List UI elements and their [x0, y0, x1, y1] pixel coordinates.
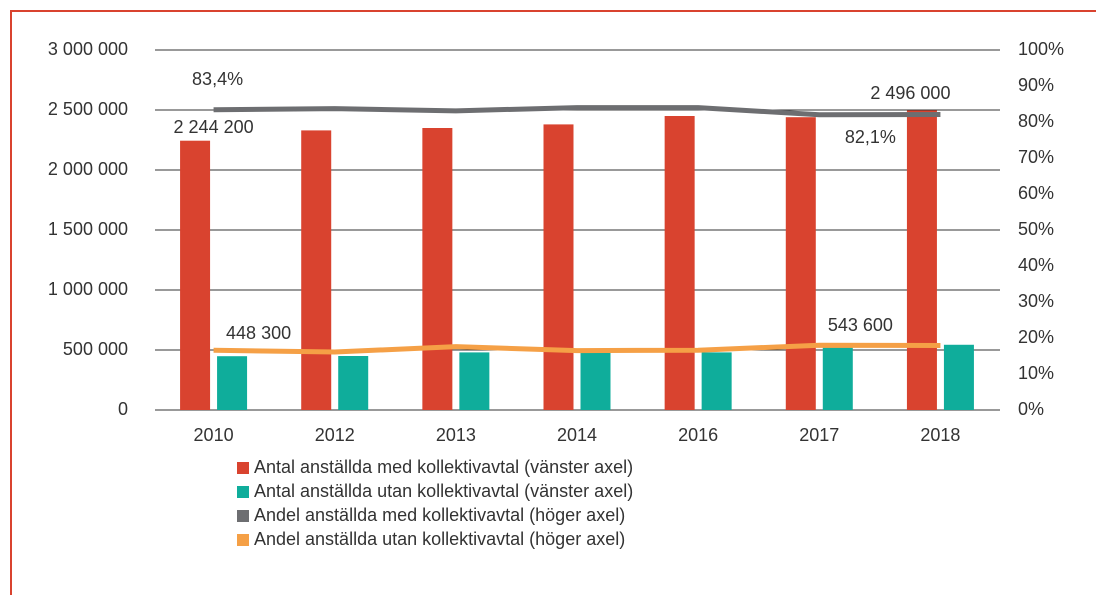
x-tick-label: 2018 [920, 425, 960, 445]
bar [664, 116, 695, 410]
line-series [213, 342, 941, 355]
x-tick-label: 2013 [436, 425, 476, 445]
legend-label: Antal anställda utan kollektivavtal (vän… [254, 481, 633, 501]
y-tick-label: 3 000 000 [48, 39, 128, 59]
bar [422, 128, 453, 410]
y2-tick-label: 80% [1018, 111, 1054, 131]
bar [906, 110, 937, 410]
y-tick-label: 2 000 000 [48, 159, 128, 179]
y-tick-label: 500 000 [63, 339, 128, 359]
data-label: 543 600 [828, 315, 893, 335]
legend-label: Andel anställda utan kollektivavtal (hög… [254, 529, 625, 549]
data-label: 83,4% [192, 69, 243, 89]
y2-tick-label: 10% [1018, 363, 1054, 383]
y-tick-label: 2 500 000 [48, 99, 128, 119]
data-label: 2 244 200 [174, 117, 254, 137]
bar [943, 344, 974, 410]
y2-tick-label: 100% [1018, 39, 1064, 59]
bar [301, 130, 332, 410]
data-label: 2 496 000 [870, 83, 950, 103]
y2-tick-label: 30% [1018, 291, 1054, 311]
y2-tick-label: 70% [1018, 147, 1054, 167]
y2-tick-label: 40% [1018, 255, 1054, 275]
y2-tick-label: 0% [1018, 399, 1044, 419]
legend-swatch [237, 510, 249, 522]
x-tick-label: 2010 [194, 425, 234, 445]
y-tick-label: 1 000 000 [48, 279, 128, 299]
legend-swatch [237, 486, 249, 498]
legend-label: Andel anställda med kollektivavtal (höge… [254, 505, 625, 525]
bar [822, 347, 853, 410]
bar [459, 352, 490, 410]
bar [580, 352, 611, 410]
y-tick-label: 1 500 000 [48, 219, 128, 239]
y2-tick-label: 90% [1018, 75, 1054, 95]
y2-tick-label: 20% [1018, 327, 1054, 347]
x-tick-label: 2017 [799, 425, 839, 445]
data-label: 82,1% [845, 127, 896, 147]
legend-swatch [237, 462, 249, 474]
bar [543, 124, 574, 411]
legend-label: Antal anställda med kollektivavtal (väns… [254, 457, 633, 477]
bar [338, 356, 369, 410]
y2-tick-label: 50% [1018, 219, 1054, 239]
bar [701, 352, 732, 410]
bar [785, 117, 816, 410]
legend-swatch [237, 534, 249, 546]
bar [180, 140, 211, 411]
y-tick-label: 0 [118, 399, 128, 419]
data-label: 448 300 [226, 323, 291, 343]
y2-tick-label: 60% [1018, 183, 1054, 203]
x-tick-label: 2016 [678, 425, 718, 445]
bar [217, 356, 248, 410]
x-tick-label: 2012 [315, 425, 355, 445]
x-tick-label: 2014 [557, 425, 597, 445]
line-series [213, 105, 941, 118]
